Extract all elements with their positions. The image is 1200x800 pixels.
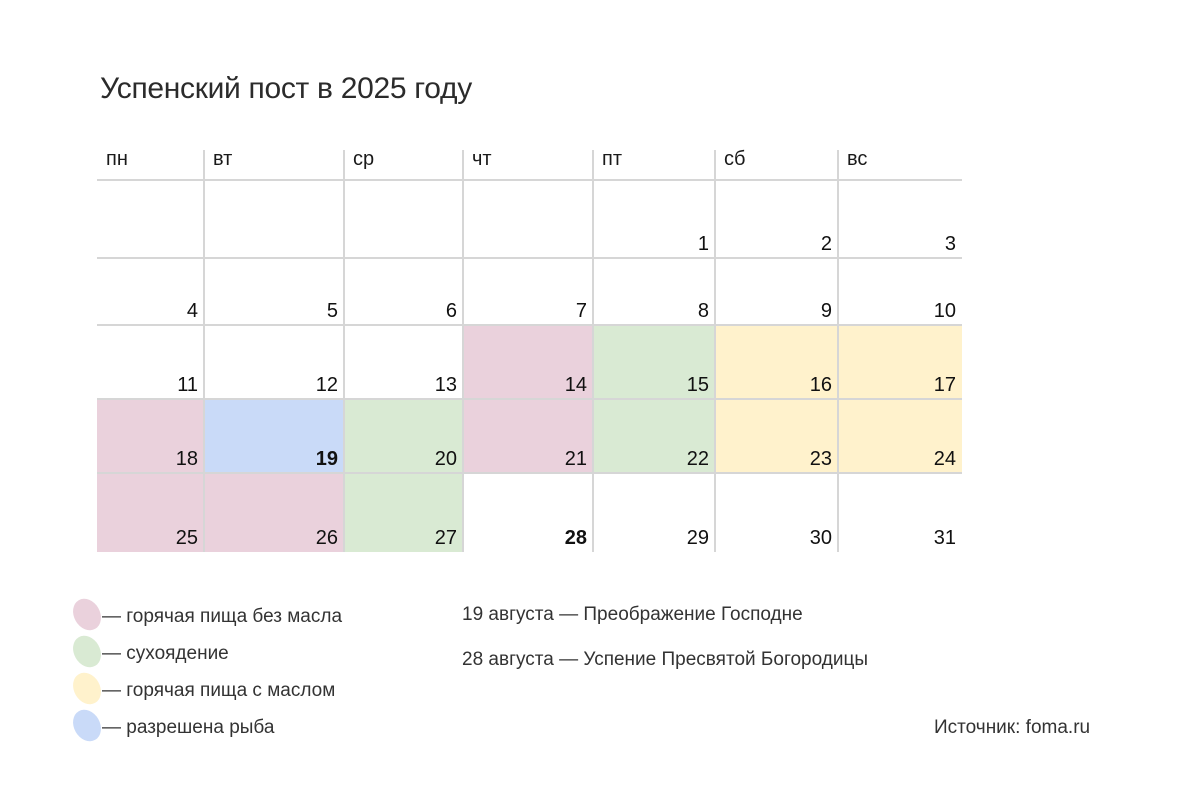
legend-label: — сухоядение [102,643,229,664]
day-number: 4 [186,300,198,322]
day-cell-8: 8 [593,258,715,325]
day-cell-15: 15 [593,325,715,399]
legend-label: — горячая пища без масла [102,606,343,627]
empty-day-cell [204,180,344,258]
day-cell-26: 26 [204,473,344,552]
legend-swatch [67,630,107,673]
grid-line-horizontal [97,472,962,474]
day-cell-20: 20 [344,399,463,473]
day-number: 25 [175,527,198,549]
day-number: 31 [933,527,956,549]
legend-swatch [67,704,107,747]
day-cell-28: 28 [463,473,593,552]
day-number: 27 [434,527,457,549]
day-number: 15 [686,374,709,396]
day-cell-13: 13 [344,325,463,399]
day-cell-2: 2 [715,180,838,258]
day-number: 18 [175,448,198,470]
day-cell-22: 22 [593,399,715,473]
legend-label: — горячая пища с маслом [102,680,336,701]
day-cell-25: 25 [97,473,204,552]
day-cell-6: 6 [344,258,463,325]
day-cell-27: 27 [344,473,463,552]
weekday-header: чт [472,148,492,170]
day-number: 2 [820,233,832,255]
day-number: 24 [933,448,956,470]
day-number: 8 [697,300,709,322]
day-cell-3: 3 [838,180,962,258]
page-title: Успенский пост в 2025 году [100,72,472,105]
note-transfiguration: 19 августа — Преображение Господне [462,604,803,625]
weekday-header: пн [106,148,128,170]
day-cell-17: 17 [838,325,962,399]
day-cell-30: 30 [715,473,838,552]
day-number: 6 [445,300,457,322]
weekday-header: вт [213,148,233,170]
day-number: 13 [434,374,457,396]
weekday-header: сб [724,148,746,170]
day-number: 12 [315,374,338,396]
day-number: 28 [564,527,587,549]
note-dormition: 28 августа — Успение Пресвятой Богородиц… [462,649,868,670]
day-number: 10 [933,300,956,322]
day-number: 20 [434,448,457,470]
grid-line-vertical [462,150,464,552]
day-number: 21 [564,448,587,470]
day-cell-21: 21 [463,399,593,473]
weekday-header: вс [847,148,868,170]
source-credit: Источник: foma.ru [934,717,1091,738]
day-cell-9: 9 [715,258,838,325]
day-cell-23: 23 [715,399,838,473]
grid-line-vertical [714,150,716,552]
day-number: 16 [809,374,832,396]
empty-day-cell [344,180,463,258]
day-cell-31: 31 [838,473,962,552]
day-number: 17 [933,374,956,396]
day-cell-4: 4 [97,258,204,325]
day-number: 7 [575,300,587,322]
holiday-notes: 19 августа — Преображение Господне 28 ав… [462,604,868,694]
day-number: 19 [315,448,338,470]
day-cell-24: 24 [838,399,962,473]
day-number: 14 [564,374,587,396]
day-cell-19: 19 [204,399,344,473]
weekday-header: пт [602,148,622,170]
empty-day-cell [97,180,204,258]
day-cell-1: 1 [593,180,715,258]
grid-line-vertical [343,150,345,552]
day-number: 26 [315,527,338,549]
day-number: 3 [944,233,956,255]
day-number: 5 [326,300,338,322]
day-number: 29 [686,527,709,549]
grid-line-horizontal [97,257,962,259]
day-cell-12: 12 [204,325,344,399]
day-cell-11: 11 [97,325,204,399]
grid-line-horizontal [97,179,962,181]
day-cell-14: 14 [463,325,593,399]
day-cell-7: 7 [463,258,593,325]
day-cell-18: 18 [97,399,204,473]
grid-line-vertical [203,150,205,552]
day-number: 22 [686,448,709,470]
day-number: 1 [697,233,709,255]
day-number: 9 [820,300,832,322]
empty-day-cell [463,180,593,258]
legend-swatch [67,667,107,710]
grid-line-vertical [592,150,594,552]
grid-line-vertical [837,150,839,552]
legend-swatch [67,593,107,636]
day-cell-16: 16 [715,325,838,399]
legend-label: — разрешена рыба [102,717,275,738]
day-number: 30 [809,527,832,549]
day-number: 23 [809,448,832,470]
calendar-grid: пн вт ср чт пт сб вс 1 2 3 4 5 6 7 8 9 10 11 12 13 14 15 16 17 1… [97,148,962,552]
grid-line-horizontal [97,324,962,326]
day-cell-5: 5 [204,258,344,325]
day-number: 11 [177,374,198,396]
day-cell-10: 10 [838,258,962,325]
weekday-header: ср [353,148,375,170]
grid-line-horizontal [97,398,962,400]
day-cell-29: 29 [593,473,715,552]
